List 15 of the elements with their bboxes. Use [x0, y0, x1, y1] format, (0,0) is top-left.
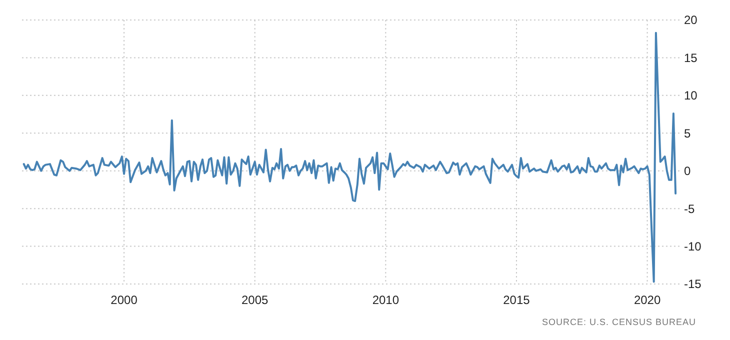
- line-series: [22, 32, 677, 283]
- x-tick-label: 2020: [634, 293, 661, 307]
- y-tick-label: 10: [684, 88, 698, 103]
- y-tick-label: 15: [684, 50, 698, 65]
- x-tick-label: 2010: [372, 293, 400, 307]
- x-tick-label: 2005: [242, 293, 269, 307]
- y-tick-label: 0: [684, 164, 691, 178]
- y-tick-label: 20: [684, 13, 698, 28]
- y-tick-label: -10: [684, 239, 702, 254]
- x-tick-label: 2015: [503, 293, 530, 307]
- x-tick-label: 2000: [110, 293, 138, 307]
- y-tick-label: -15: [684, 277, 702, 292]
- source-note: SOURCE: U.S. CENSUS BUREAU: [542, 317, 696, 327]
- y-tick-label: -5: [684, 202, 695, 216]
- y-tick-label: 5: [684, 126, 691, 140]
